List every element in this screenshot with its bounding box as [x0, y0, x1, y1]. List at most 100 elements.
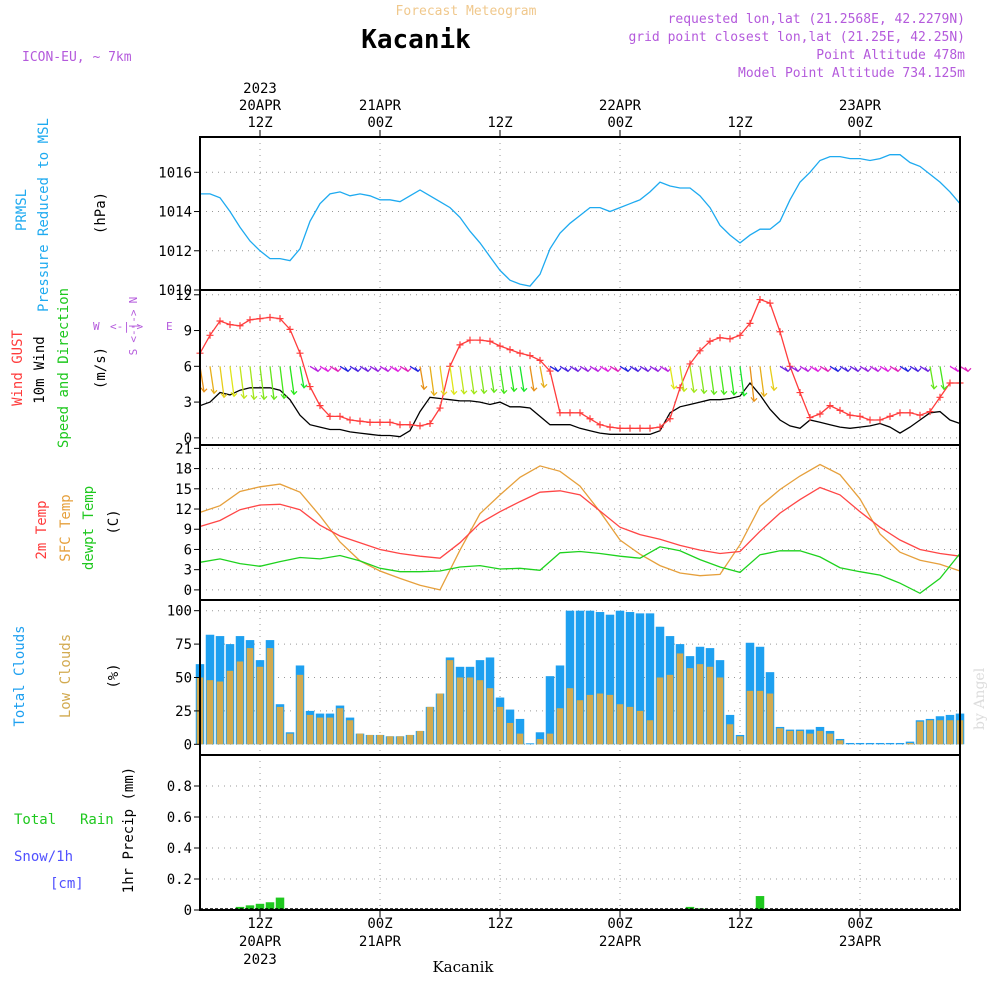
wind-barb-head — [854, 366, 862, 373]
pressure-unit: (hPa) — [93, 192, 109, 234]
low-cloud-bar — [756, 690, 764, 745]
wind-barb-head — [200, 387, 208, 393]
wind-barb-head — [210, 388, 218, 395]
wind-barb — [749, 366, 755, 402]
wind-barb-head — [740, 391, 748, 397]
y-tick-label: 18 — [175, 462, 192, 478]
wind-barb — [669, 366, 675, 389]
wind-barb — [769, 366, 775, 391]
y-tick-label: 1012 — [158, 244, 192, 260]
total-cloud-bar — [645, 613, 655, 745]
low-cloud-bar — [926, 720, 934, 745]
low-cloud-bar — [316, 717, 324, 745]
wind-barb — [259, 366, 265, 400]
rain-bar — [265, 902, 275, 910]
wind-barb — [429, 366, 435, 396]
wind-barb-head — [364, 366, 372, 373]
wind-10m-line — [199, 381, 961, 438]
gust-marker — [646, 424, 654, 432]
compass-vertical: <-|-> — [127, 309, 140, 342]
gust-marker — [926, 408, 934, 416]
wind-barb-head — [964, 366, 972, 373]
total-cloud-bar — [545, 676, 555, 745]
gust-marker — [286, 325, 294, 333]
y-tick-label: 25 — [175, 704, 192, 720]
low-cloud-bar — [476, 680, 484, 745]
wind-barb-head — [314, 366, 322, 373]
wind-barb-head — [530, 386, 538, 392]
wind-barb-head — [784, 366, 792, 373]
time-label-bottom: 23APR — [839, 934, 882, 950]
wind-speed-dir-label: Speed and Direction — [56, 288, 72, 448]
gust-marker — [316, 402, 324, 410]
low-cloud-bar — [266, 648, 274, 745]
wind-barb-head — [864, 366, 872, 373]
wind-barb — [699, 366, 705, 394]
wind-barb-head — [844, 366, 852, 373]
wind-barb-head — [680, 386, 688, 393]
wind-barb-head — [220, 392, 228, 399]
model-altitude: Model Point Altitude 734.125m — [738, 66, 965, 81]
wind-barb-head — [500, 388, 508, 395]
low-cloud-bar — [206, 680, 214, 745]
low-cloud-bar — [726, 724, 734, 745]
wind-barb-head — [450, 389, 458, 396]
gust-marker — [866, 416, 874, 424]
y-tick-label: 0.6 — [167, 810, 192, 826]
wind-barb — [419, 366, 425, 390]
total-cloud-bar — [885, 742, 895, 745]
gust-marker — [436, 404, 444, 412]
gust-marker — [236, 322, 244, 330]
low-cloud-bar — [416, 730, 424, 745]
low-cloud-bar — [246, 648, 254, 745]
wind-barb-head — [794, 366, 802, 373]
total-clouds-label: Total Clouds — [12, 625, 28, 726]
wind-barb-head — [624, 366, 632, 373]
low-cloud-bar — [496, 706, 504, 745]
t2m-label: 2m Temp — [34, 500, 50, 559]
temp-unit: (C) — [106, 509, 122, 534]
low-cloud-bar — [386, 736, 394, 745]
gust-marker — [456, 341, 464, 349]
wind-barb-head — [804, 366, 812, 373]
gust-marker — [686, 360, 694, 368]
gust-marker — [586, 415, 594, 423]
low-cloud-bar — [236, 661, 244, 745]
wind-barb-head — [430, 390, 438, 397]
time-label-top: 12Z — [727, 115, 752, 131]
low-cloud-bar — [706, 666, 714, 745]
gust-marker — [746, 319, 754, 327]
gust-marker — [816, 410, 824, 418]
wind-barb — [239, 366, 245, 399]
gust-marker — [216, 317, 224, 325]
wind-barb-head — [884, 366, 892, 373]
low-cloud-bar — [336, 708, 344, 745]
low-cloud-bar — [486, 688, 494, 745]
low-cloud-bar — [366, 734, 374, 745]
low-cloud-bar — [376, 734, 384, 745]
gust-marker — [626, 424, 634, 432]
y-tick-label: 3 — [184, 395, 192, 411]
gust-marker — [506, 346, 514, 354]
time-label-top: 22APR — [599, 98, 642, 114]
y-tick-label: 0 — [184, 903, 192, 919]
low-cloud-bar — [796, 730, 804, 745]
low-cloud-bar — [406, 734, 414, 745]
wind-barb-head — [300, 383, 308, 389]
low-cloud-bar — [716, 677, 724, 745]
low-cloud-bar — [916, 721, 924, 745]
compass-south: S — [127, 349, 140, 356]
gust-marker — [416, 422, 424, 430]
gust-marker — [396, 421, 404, 429]
gust-marker — [386, 418, 394, 426]
rain-bar — [245, 905, 255, 910]
low-cloud-bar — [466, 677, 474, 745]
wind-barb — [529, 366, 535, 391]
total-cloud-bar — [595, 612, 605, 745]
wind-barb — [209, 366, 215, 394]
y-tick-label: 9 — [184, 522, 192, 538]
low-cloud-bar — [356, 733, 364, 745]
total-cloud-bar — [615, 610, 625, 745]
low-cloud-bar — [736, 736, 744, 745]
